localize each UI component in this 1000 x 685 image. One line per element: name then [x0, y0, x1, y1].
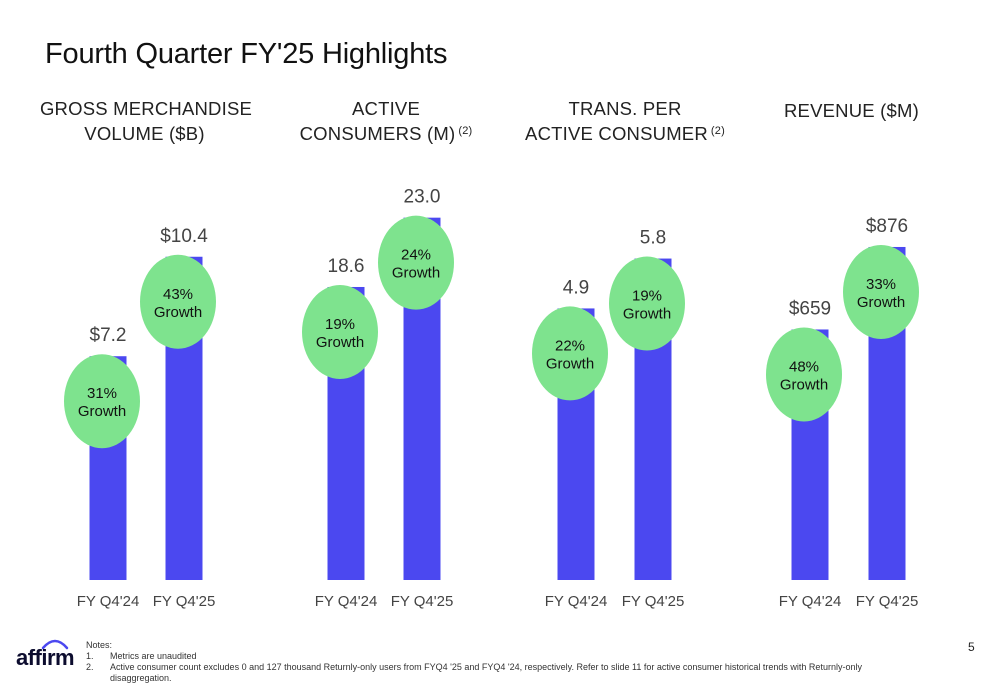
- growth-word-label: Growth: [154, 304, 202, 321]
- note-number: 2.: [86, 662, 94, 672]
- growth-percent-label: 33%: [866, 276, 896, 293]
- growth-word-label: Growth: [78, 403, 126, 420]
- growth-bubble: [64, 354, 140, 449]
- panel-title-line: TRANS. PER: [568, 98, 682, 119]
- x-tick-label: FY Q4'24: [545, 593, 608, 610]
- panel-title-trans-per-consumer: TRANS. PER ACTIVE CONSUMER (2): [505, 97, 745, 145]
- notes-label: Notes:: [86, 640, 113, 650]
- x-tick-label: FY Q4'25: [856, 593, 919, 610]
- growth-percent-label: 19%: [325, 316, 355, 333]
- x-tick-label: FY Q4'24: [315, 593, 378, 610]
- growth-word-label: Growth: [780, 376, 828, 393]
- growth-bubble: [140, 254, 216, 349]
- panel-title-gmv: GROSS MERCHANDISE VOLUME ($B): [26, 97, 266, 145]
- bar-value-label: $10.4: [160, 226, 208, 247]
- slide-title: Fourth Quarter FY'25 Highlights: [45, 38, 448, 70]
- bar-value-label: 23.0: [404, 187, 441, 208]
- growth-word-label: Growth: [546, 355, 594, 372]
- bar-value-label: 18.6: [328, 256, 365, 277]
- growth-percent-label: 48%: [789, 358, 819, 375]
- affirm-logo-arc-icon: [41, 639, 69, 650]
- x-tick-label: FY Q4'24: [779, 593, 842, 610]
- panel-title-active-consumers: ACTIVE CONSUMERS (M) (2): [266, 97, 506, 145]
- growth-word-label: Growth: [392, 265, 440, 282]
- growth-bubble: [766, 327, 842, 422]
- note-text: Active consumer count excludes 0 and 127…: [110, 662, 862, 683]
- panel-title-line: ACTIVE CONSUMER (2): [505, 120, 745, 145]
- bar-value-label: $7.2: [90, 325, 127, 346]
- x-tick-label: FY Q4'24: [77, 593, 140, 610]
- panel-title-line: VOLUME ($B): [26, 120, 266, 145]
- bar-value-label: 4.9: [563, 277, 589, 298]
- bar-value-label: $659: [789, 298, 831, 319]
- note-item: 2. Active consumer count excludes 0 and …: [86, 662, 906, 684]
- x-tick-label: FY Q4'25: [622, 593, 685, 610]
- panel-title-text: VOLUME ($B): [84, 123, 205, 144]
- panel-title-text: CONSUMERS (M): [299, 123, 456, 144]
- panel-title-line: CONSUMERS (M) (2): [266, 120, 506, 145]
- page-number: 5: [968, 640, 975, 654]
- growth-percent-label: 31%: [87, 385, 117, 402]
- bar-value-label: 5.8: [640, 228, 666, 249]
- x-tick-label: FY Q4'25: [391, 593, 454, 610]
- bar-value-label: $876: [866, 216, 908, 237]
- affirm-logo: affirm: [16, 645, 75, 670]
- notes: Notes: 1. Metrics are unaudited 2. Activ…: [86, 640, 906, 684]
- growth-word-label: Growth: [857, 294, 905, 311]
- note-number: 1.: [86, 651, 94, 661]
- panel-title-text: ACTIVE CONSUMER: [525, 123, 708, 144]
- panel-title-line: REVENUE ($M): [733, 97, 973, 122]
- growth-percent-label: 22%: [555, 337, 585, 354]
- footnote-ref: (2): [710, 125, 725, 137]
- growth-word-label: Growth: [316, 334, 364, 351]
- panel-title-text: REVENUE ($M): [784, 100, 919, 121]
- growth-bubble: [609, 256, 685, 351]
- panel-title-line: ACTIVE: [351, 98, 421, 119]
- growth-bubble: [302, 284, 378, 379]
- panel-title-line: GROSS MERCHANDISE: [39, 98, 253, 119]
- growth-percent-label: 43%: [163, 286, 193, 303]
- x-tick-label: FY Q4'25: [153, 593, 216, 610]
- panel-title-revenue: REVENUE ($M): [733, 97, 973, 122]
- growth-bubble: [378, 215, 454, 310]
- note-item: 1. Metrics are unaudited: [86, 651, 906, 662]
- growth-bubble: [532, 306, 608, 401]
- growth-word-label: Growth: [623, 306, 671, 323]
- footnote-ref: (2): [458, 125, 473, 137]
- growth-percent-label: 24%: [401, 247, 431, 264]
- growth-percent-label: 19%: [632, 288, 662, 305]
- note-text: Metrics are unaudited: [110, 651, 197, 661]
- growth-bubble: [843, 244, 919, 339]
